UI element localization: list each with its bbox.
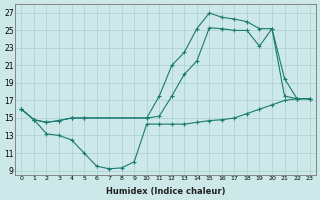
X-axis label: Humidex (Indice chaleur): Humidex (Indice chaleur): [106, 187, 225, 196]
